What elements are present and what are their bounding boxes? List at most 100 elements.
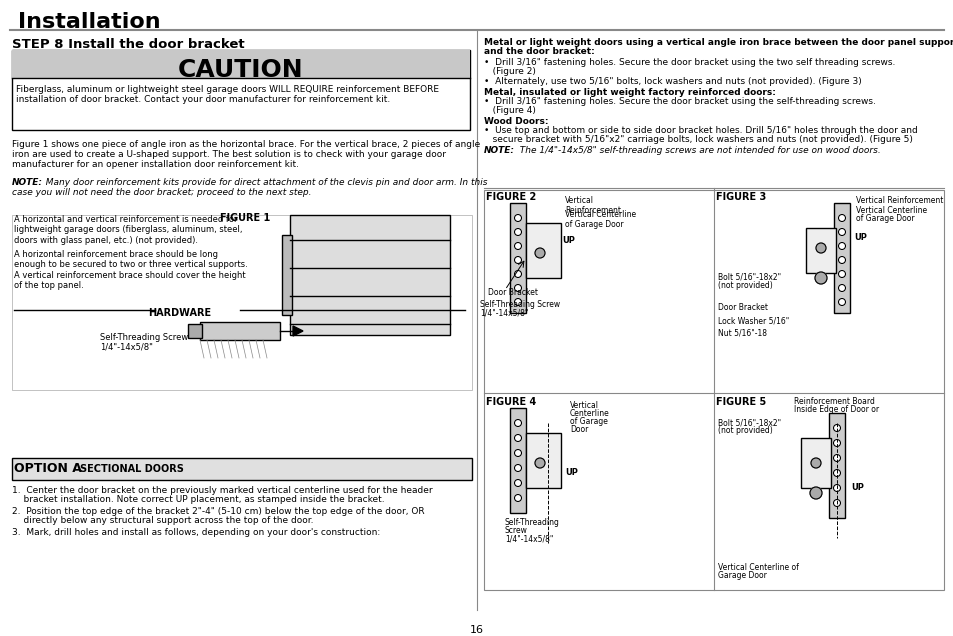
Text: FIGURE 3: FIGURE 3 — [716, 192, 765, 202]
Text: secure bracket with 5/16"x2" carriage bolts, lock washers and nuts (not provided: secure bracket with 5/16"x2" carriage bo… — [483, 135, 912, 144]
Bar — [12, 215, 472, 390]
Text: •  Drill 3/16" fastening holes. Secure the door bracket using the self-threading: • Drill 3/16" fastening holes. Secure th… — [483, 97, 875, 106]
Circle shape — [838, 242, 844, 249]
Circle shape — [833, 499, 840, 506]
Bar — [833, 203, 849, 313]
Text: Garage Door: Garage Door — [718, 571, 766, 580]
Text: CAUTION: CAUTION — [178, 58, 303, 82]
Text: (Figure 4): (Figure 4) — [483, 106, 536, 115]
Text: FIGURE 4: FIGURE 4 — [485, 397, 536, 407]
Bar — [188, 324, 202, 338]
Bar — [12, 50, 470, 78]
Text: Self-Threading Screw: Self-Threading Screw — [479, 300, 559, 309]
Circle shape — [838, 284, 844, 291]
Text: UP: UP — [853, 233, 866, 242]
Bar — [801, 438, 830, 488]
Circle shape — [514, 464, 521, 471]
Bar — [12, 458, 472, 480]
Circle shape — [838, 228, 844, 235]
Bar — [828, 413, 844, 518]
Text: and the door bracket:: and the door bracket: — [483, 47, 594, 56]
Text: NOTE:: NOTE: — [12, 178, 43, 187]
Bar — [805, 228, 835, 273]
Text: FIGURE 5: FIGURE 5 — [716, 397, 765, 407]
Text: 1/4"-14x5/8": 1/4"-14x5/8" — [504, 534, 553, 543]
Circle shape — [514, 420, 521, 427]
Text: Reinforcement Board: Reinforcement Board — [793, 397, 874, 406]
Text: 3.  Mark, drill holes and install as follows, depending on your door's construct: 3. Mark, drill holes and install as foll… — [12, 528, 380, 537]
Text: Door Bracket: Door Bracket — [488, 288, 537, 297]
Text: Screw: Screw — [504, 526, 527, 535]
Bar — [510, 408, 525, 513]
Text: of Garage Door: of Garage Door — [855, 214, 914, 223]
Circle shape — [514, 434, 521, 441]
Text: Installation: Installation — [18, 12, 160, 32]
Text: •  Use top and bottom or side to side door bracket holes. Drill 5/16" holes thro: • Use top and bottom or side to side doo… — [483, 126, 917, 135]
Text: (Figure 2): (Figure 2) — [483, 67, 536, 76]
Text: (not provided): (not provided) — [718, 426, 772, 435]
Text: Self-Threading Screw: Self-Threading Screw — [100, 333, 188, 342]
Text: A horizontal and vertical reinforcement is needed for
lightweight garage doors (: A horizontal and vertical reinforcement … — [14, 215, 242, 245]
Text: installation of door bracket. Contact your door manufacturer for reinforcement k: installation of door bracket. Contact yo… — [16, 95, 390, 104]
Text: Door: Door — [569, 425, 588, 434]
Text: Inside Edge of Door or: Inside Edge of Door or — [793, 405, 879, 414]
Circle shape — [514, 270, 521, 277]
Text: Vertical Centerline
of Garage Door: Vertical Centerline of Garage Door — [564, 210, 636, 230]
Circle shape — [833, 439, 840, 446]
Circle shape — [838, 270, 844, 277]
Bar — [12, 50, 470, 130]
Polygon shape — [293, 326, 303, 336]
Text: HARDWARE: HARDWARE — [149, 308, 212, 318]
Text: 1.  Center the door bracket on the previously marked vertical centerline used fo: 1. Center the door bracket on the previo… — [12, 486, 432, 495]
Text: Self-Threading: Self-Threading — [504, 518, 559, 527]
Bar — [282, 235, 292, 315]
Text: Figure 1 shows one piece of angle iron as the horizontal brace. For the vertical: Figure 1 shows one piece of angle iron a… — [12, 140, 479, 149]
Text: directly below any structural support across the top of the door.: directly below any structural support ac… — [12, 516, 314, 525]
Circle shape — [838, 256, 844, 263]
Text: 1/4"-14x5/8": 1/4"-14x5/8" — [479, 308, 528, 317]
Text: NOTE:: NOTE: — [483, 146, 515, 155]
Circle shape — [535, 248, 544, 258]
Text: Metal, insulated or light weight factory reinforced doors:: Metal, insulated or light weight factory… — [483, 88, 775, 97]
Text: case you will not need the door bracket; proceed to the next step.: case you will not need the door bracket;… — [12, 188, 312, 197]
Circle shape — [514, 256, 521, 263]
Circle shape — [809, 487, 821, 499]
Text: Fiberglass, aluminum or lightweight steel garage doors WILL REQUIRE reinforcemen: Fiberglass, aluminum or lightweight stee… — [16, 85, 438, 94]
Text: UP: UP — [564, 468, 578, 477]
Text: 2.  Position the top edge of the bracket 2"-4" (5-10 cm) below the top edge of t: 2. Position the top edge of the bracket … — [12, 507, 424, 516]
Circle shape — [815, 243, 825, 253]
Circle shape — [833, 424, 840, 431]
Text: •  Alternately, use two 5/16" bolts, lock washers and nuts (not provided). (Figu: • Alternately, use two 5/16" bolts, lock… — [483, 77, 861, 86]
Text: iron are used to create a U-shaped support. The best solution is to check with y: iron are used to create a U-shaped suppo… — [12, 150, 446, 159]
Text: FIGURE 1: FIGURE 1 — [220, 213, 270, 223]
Text: manufacturer for an opener installation door reinforcement kit.: manufacturer for an opener installation … — [12, 160, 298, 169]
Text: Metal or light weight doors using a vertical angle iron brace between the door p: Metal or light weight doors using a vert… — [483, 38, 953, 47]
Text: SECTIONAL DOORS: SECTIONAL DOORS — [80, 464, 184, 474]
Text: A horizontal reinforcement brace should be long
enough to be secured to two or t: A horizontal reinforcement brace should … — [14, 250, 248, 290]
Text: STEP 8 Install the door bracket: STEP 8 Install the door bracket — [12, 38, 244, 51]
Text: OPTION A: OPTION A — [14, 462, 82, 475]
Bar — [483, 190, 943, 590]
Circle shape — [514, 450, 521, 457]
Text: Many door reinforcement kits provide for direct attachment of the clevis pin and: Many door reinforcement kits provide for… — [40, 178, 487, 187]
Text: Wood Doors:: Wood Doors: — [483, 117, 548, 126]
Bar — [510, 203, 525, 313]
Circle shape — [514, 495, 521, 502]
Text: Door Bracket: Door Bracket — [718, 303, 767, 312]
Circle shape — [514, 214, 521, 221]
Text: FIGURE 2: FIGURE 2 — [485, 192, 536, 202]
Circle shape — [833, 455, 840, 462]
Text: Vertical
Reinforcement: Vertical Reinforcement — [564, 196, 620, 216]
Circle shape — [833, 469, 840, 476]
Circle shape — [838, 298, 844, 305]
Circle shape — [514, 242, 521, 249]
Text: of Garage: of Garage — [569, 417, 607, 426]
Text: Lock Washer 5/16": Lock Washer 5/16" — [718, 316, 788, 325]
Text: Vertical Centerline: Vertical Centerline — [855, 206, 926, 215]
Circle shape — [514, 480, 521, 487]
Circle shape — [514, 228, 521, 235]
Bar — [290, 215, 450, 335]
Circle shape — [514, 284, 521, 291]
Circle shape — [838, 214, 844, 221]
Text: Vertical Centerline of: Vertical Centerline of — [718, 563, 798, 572]
